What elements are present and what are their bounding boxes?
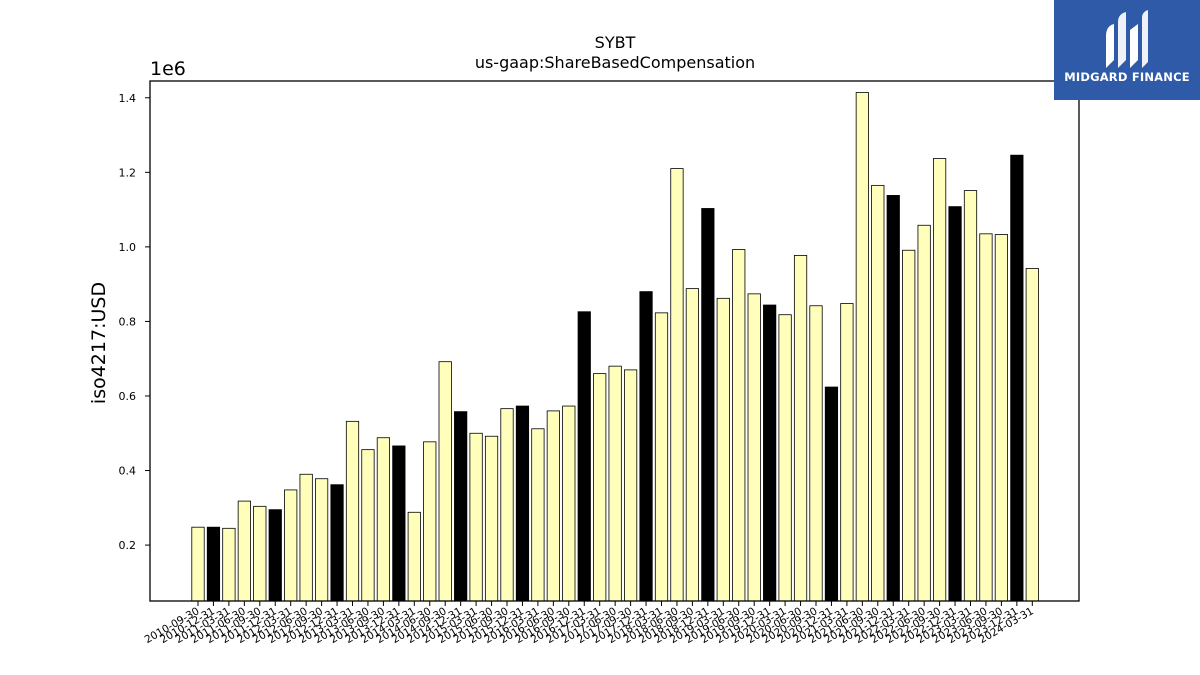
bar-2022-06-30 <box>917 224 931 602</box>
bar-2016-06-30 <box>546 410 560 602</box>
bar-2019-12-31 <box>763 304 777 602</box>
bar-2011-03-31 <box>222 527 236 602</box>
bar-2019-06-30 <box>732 249 746 602</box>
chart-subtitle: us-gaap:ShareBasedCompensation <box>475 53 755 72</box>
bar-2010-12-31 <box>206 526 221 602</box>
bar-2022-09-30 <box>933 158 947 602</box>
x-axis-ticks: 2010-09-302010-12-312011-03-312011-06-30… <box>143 601 1036 646</box>
bar-2017-09-30 <box>624 369 638 602</box>
y-tick-label: 0.2 <box>119 539 137 552</box>
y-tick-label: 0.8 <box>119 315 137 328</box>
bars-group <box>191 92 1039 602</box>
bar-2019-09-30 <box>747 293 761 602</box>
bar-2012-09-30 <box>314 478 329 602</box>
bar-2013-03-31 <box>345 420 360 602</box>
bar-2019-03-31 <box>716 297 730 602</box>
y-axis-ticks: 0.2 0.4 0.6 0.8 1.0 1.2 1.4 <box>119 92 150 552</box>
y-tick-label: 0.4 <box>119 465 137 478</box>
y-offset-label: 1e6 <box>150 58 186 80</box>
bar-2012-12-31 <box>330 484 344 602</box>
bar-2010-09-30 <box>191 526 205 602</box>
bar-2020-06-30 <box>793 255 808 602</box>
bar-2014-09-30 <box>438 361 452 602</box>
bar-2018-09-30 <box>685 288 700 602</box>
bar-2017-03-31 <box>593 373 607 602</box>
midgard-mark-icon <box>1106 10 1148 68</box>
bar-2020-09-30 <box>809 305 823 602</box>
brand-name: MIDGARD FINANCE <box>1064 70 1190 84</box>
brand-logo: MIDGARD FINANCE <box>1054 0 1200 100</box>
bar-2014-06-30 <box>423 441 437 602</box>
bar-2014-03-31 <box>407 511 421 602</box>
bar-2013-09-30 <box>376 437 391 602</box>
bar-2021-12-31 <box>886 195 900 602</box>
bar-2016-12-31 <box>577 311 591 602</box>
bar-2020-12-31 <box>824 386 839 602</box>
y-tick-label: 1.4 <box>119 92 137 105</box>
bar-2018-03-31 <box>654 312 669 602</box>
bar-2023-12-31 <box>1010 154 1024 602</box>
y-tick-label: 1.2 <box>119 166 137 179</box>
bar-2012-06-30 <box>299 473 313 602</box>
y-tick-label: 0.6 <box>119 390 137 403</box>
bar-2014-12-31 <box>454 411 468 602</box>
bar-2021-06-30 <box>855 92 869 602</box>
bar-2015-03-31 <box>469 432 483 602</box>
bar-2018-06-30 <box>670 168 684 602</box>
bar-2012-03-31 <box>284 489 298 602</box>
bar-2011-12-31 <box>268 509 282 602</box>
bar-2016-09-30 <box>562 405 576 602</box>
bar-2020-03-31 <box>778 314 792 602</box>
y-tick-label: 1.0 <box>119 241 137 254</box>
y-axis-label: iso4217:USD <box>88 282 110 404</box>
plot-frame <box>149 80 1080 602</box>
bar-2021-03-31 <box>840 303 854 602</box>
bar-2013-12-31 <box>392 445 406 602</box>
bar-2011-06-30 <box>237 500 251 602</box>
bar-2018-12-31 <box>701 208 715 602</box>
bar-2017-12-31 <box>639 291 653 602</box>
bar-2016-03-31 <box>531 428 545 602</box>
bar-2017-06-30 <box>608 365 622 602</box>
bar-2024-03-31 <box>1025 268 1039 602</box>
bar-2015-12-31 <box>515 405 530 602</box>
bar-2015-06-30 <box>484 435 499 602</box>
bar-2023-09-30 <box>994 234 1009 602</box>
bar-2013-06-30 <box>361 449 375 602</box>
bar-2022-03-31 <box>902 249 916 602</box>
chart-title: SYBT <box>595 33 636 52</box>
bar-2022-12-31 <box>948 206 962 602</box>
bar-2023-06-30 <box>979 233 993 602</box>
bar-2011-09-30 <box>253 505 267 602</box>
bar-2021-09-30 <box>871 184 885 602</box>
bar-2015-09-30 <box>500 408 514 602</box>
bar-2023-03-31 <box>963 190 978 602</box>
